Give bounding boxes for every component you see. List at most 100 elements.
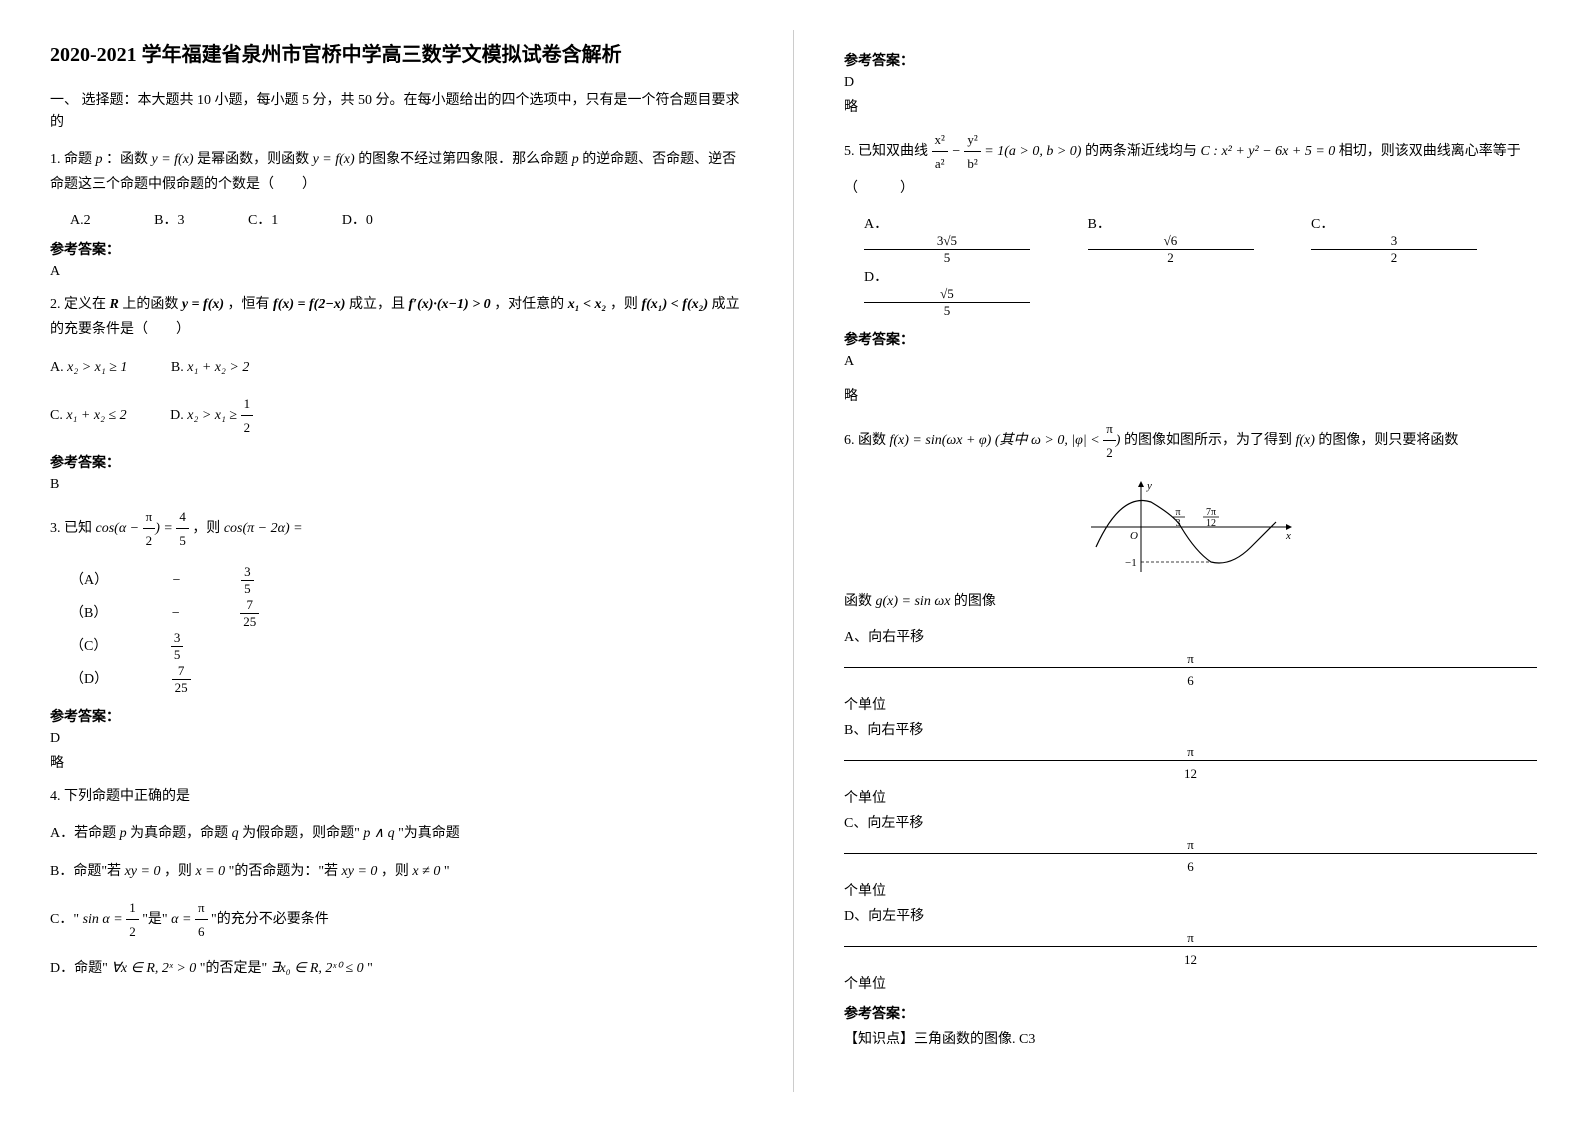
- q4-d-mid: "的否定是": [200, 961, 267, 976]
- q5-d-l: D．: [864, 266, 1024, 286]
- neg1-label: −1: [1125, 557, 1137, 569]
- q2-opt-d-label: D.: [170, 408, 184, 423]
- q5-note: 略: [844, 385, 1537, 405]
- q5-c-d: 2: [1311, 250, 1477, 266]
- q3-eq: ) =: [155, 521, 176, 536]
- q4-a-mid2: 为假命题，则命题": [242, 826, 360, 841]
- question-6: 6. 函数 f(x) = sin(ωx + φ) (其中 ω > 0, |φ| …: [844, 417, 1537, 465]
- q6-text-b: 的图像如图所示，为了得到: [1124, 433, 1292, 448]
- q2-opt-d-f: x₂ > x₁ ≥ 12: [187, 408, 253, 423]
- q6-cond-pre: (其中 ω > 0, |φ| <: [995, 433, 1103, 448]
- sine-curve: [1096, 500, 1276, 563]
- q4-c-d1: 2: [126, 920, 139, 943]
- q4-c-end: "的充分不必要条件: [211, 912, 329, 927]
- q6-cond-end: ): [1116, 433, 1121, 448]
- q3-answer: D: [50, 731, 743, 747]
- q4-b-mid3: ，则: [381, 864, 409, 879]
- q2-text-f: ，则: [610, 297, 638, 312]
- q3-two: 2: [143, 529, 156, 552]
- q6-d-den: 12: [844, 952, 1537, 968]
- q4-c-mid: "是": [142, 912, 167, 927]
- q5-d2: b²: [964, 152, 980, 175]
- q4-b-f1: xy = 0: [125, 864, 161, 879]
- q6-a-pre: A、向右平移: [844, 626, 1537, 646]
- q6-cond-pi: π: [1103, 417, 1116, 441]
- q4-b-f3: xy = 0: [342, 864, 378, 879]
- q1-opt-a: A.2: [70, 213, 91, 229]
- q4-b-end: ": [444, 864, 450, 879]
- q4-opt-d: D．命题" ∀x ∈ R, 2ˣ > 0 "的否定是" ∃x₀ ∈ R, 2ˣ⁰…: [50, 956, 743, 981]
- section-heading: 一、 选择题：本大题共 10 小题，每小题 5 分，共 50 分。在每小题给出的…: [50, 90, 743, 135]
- q4-a-p: p: [120, 826, 127, 841]
- q3-a-den: 5: [241, 581, 254, 597]
- q3-opt-a: （A） −35: [70, 564, 434, 597]
- q5-opt-d: D． √55: [864, 266, 1024, 319]
- q4-a-mid: 为真命题，命题: [130, 826, 228, 841]
- q2-opt-a-label: A.: [50, 360, 64, 375]
- q5-a-n: 3√5: [864, 233, 1030, 250]
- q6-text-d: 的图像: [954, 594, 996, 609]
- q4-c-sin: sin α =: [83, 912, 127, 927]
- q4-a-pre: A．若命题: [50, 826, 116, 841]
- q6-d-pi: π: [844, 930, 1537, 947]
- q4-c-f1: sin α = 12: [83, 912, 143, 927]
- q2-f4: f(x₁) < f(x₂): [641, 297, 708, 312]
- q2-opt-b-f: x₁ + x₂ > 2: [187, 360, 249, 375]
- q6-b-end: 个单位: [844, 787, 1537, 807]
- q5-text-a: 5. 已知双曲线: [844, 144, 928, 159]
- q6-b-den: 12: [844, 766, 1537, 782]
- q5-d-d: 5: [864, 303, 1030, 319]
- question-3: 3. 已知 cos(α − π2) = 45 ，则 cos(π − 2α) =: [50, 505, 743, 553]
- q5-opt-a: A． 3√55: [864, 213, 1024, 266]
- q6-cond: (其中 ω > 0, |φ| < π2): [995, 433, 1124, 448]
- q2-f1: y = f(x): [182, 297, 224, 312]
- q6-c-pre: C、向左平移: [844, 812, 1537, 832]
- pi3-num: π: [1175, 507, 1180, 518]
- q4-opt-c: C．" sin α = 12 "是" α = π6 "的充分不必要条件: [50, 896, 743, 944]
- q5-n1: x²: [932, 128, 948, 152]
- question-4: 4. 下列命题中正确的是: [50, 784, 743, 809]
- q1-text-b: ：函数: [106, 152, 148, 167]
- pi3-den: 3: [1175, 518, 1180, 529]
- q3-b-sign: −: [171, 606, 180, 622]
- q2-opt-c-f: x₁ + x₂ ≤ 2: [66, 408, 126, 423]
- q1-opt-b: B．3: [154, 209, 184, 229]
- q2-text-a: 2. 定义在: [50, 297, 106, 312]
- q4-c-pi: π: [195, 896, 208, 920]
- 7pi12-num: 7π: [1205, 507, 1215, 518]
- left-column: 2020-2021 学年福建省泉州市官桥中学高三数学文模拟试卷含解析 一、 选择…: [0, 0, 793, 1122]
- q4-a-end: "为真命题: [398, 826, 460, 841]
- q6-opt-b: B、向右平移 π12 个单位: [844, 719, 1537, 807]
- q5-a-d: 5: [864, 250, 1030, 266]
- q5-d1: a²: [932, 152, 948, 175]
- q1-answer-label: 参考答案：: [50, 239, 743, 259]
- q4-a-q: q: [232, 826, 239, 841]
- q3-lhs: cos(α − π2) = 45: [96, 521, 193, 536]
- q1-text-d: 的图象不经过第四象限．那么命题: [358, 152, 568, 167]
- q4-d-f1: ∀x ∈ R, 2ˣ > 0: [111, 961, 196, 976]
- q2-x12: x₁ < x₂: [568, 297, 607, 312]
- q4-opt-b: B．命题"若 xy = 0 ，则 x = 0 "的否命题为："若 xy = 0 …: [50, 859, 743, 884]
- q6-opt-d: D、向左平移 π12 个单位: [844, 905, 1537, 993]
- q3-cos: cos(α −: [96, 521, 143, 536]
- q3-c-num: 3: [171, 630, 184, 647]
- q3-text-a: 3. 已知: [50, 521, 92, 536]
- q5-d-n: √5: [864, 286, 1030, 303]
- q3-note: 略: [50, 752, 743, 772]
- q4-c-pre: C．": [50, 912, 79, 927]
- q5-n2: y²: [964, 128, 980, 152]
- q4-a-pq: p ∧ q: [363, 826, 394, 841]
- q2-opt-b-label: B.: [171, 360, 184, 375]
- q5-circle: C : x² + y² − 6x + 5 = 0: [1200, 144, 1335, 159]
- q2-opt-a-f: x₂ > x₁ ≥ 1: [67, 360, 127, 375]
- q6-gx: g(x) = sin ωx: [876, 594, 951, 609]
- q4-c-alpha: α =: [171, 912, 195, 927]
- q1-fx2: y = f(x): [313, 152, 355, 167]
- q4-b-pre: B．命题"若: [50, 864, 121, 879]
- q4-opt-a: A．若命题 p 为真命题，命题 q 为假命题，则命题" p ∧ q "为真命题: [50, 821, 743, 846]
- q5-cond: = 1(a > 0, b > 0): [981, 144, 1082, 159]
- question-2: 2. 定义在 R 上的函数 y = f(x) ，恒有 f(x) = f(2−x)…: [50, 292, 743, 342]
- q2-answer-label: 参考答案：: [50, 452, 743, 472]
- q6-a-pi: π: [844, 651, 1537, 668]
- q4-d-f2: ∃x₀ ∈ R, 2ˣ⁰ ≤ 0: [271, 961, 364, 976]
